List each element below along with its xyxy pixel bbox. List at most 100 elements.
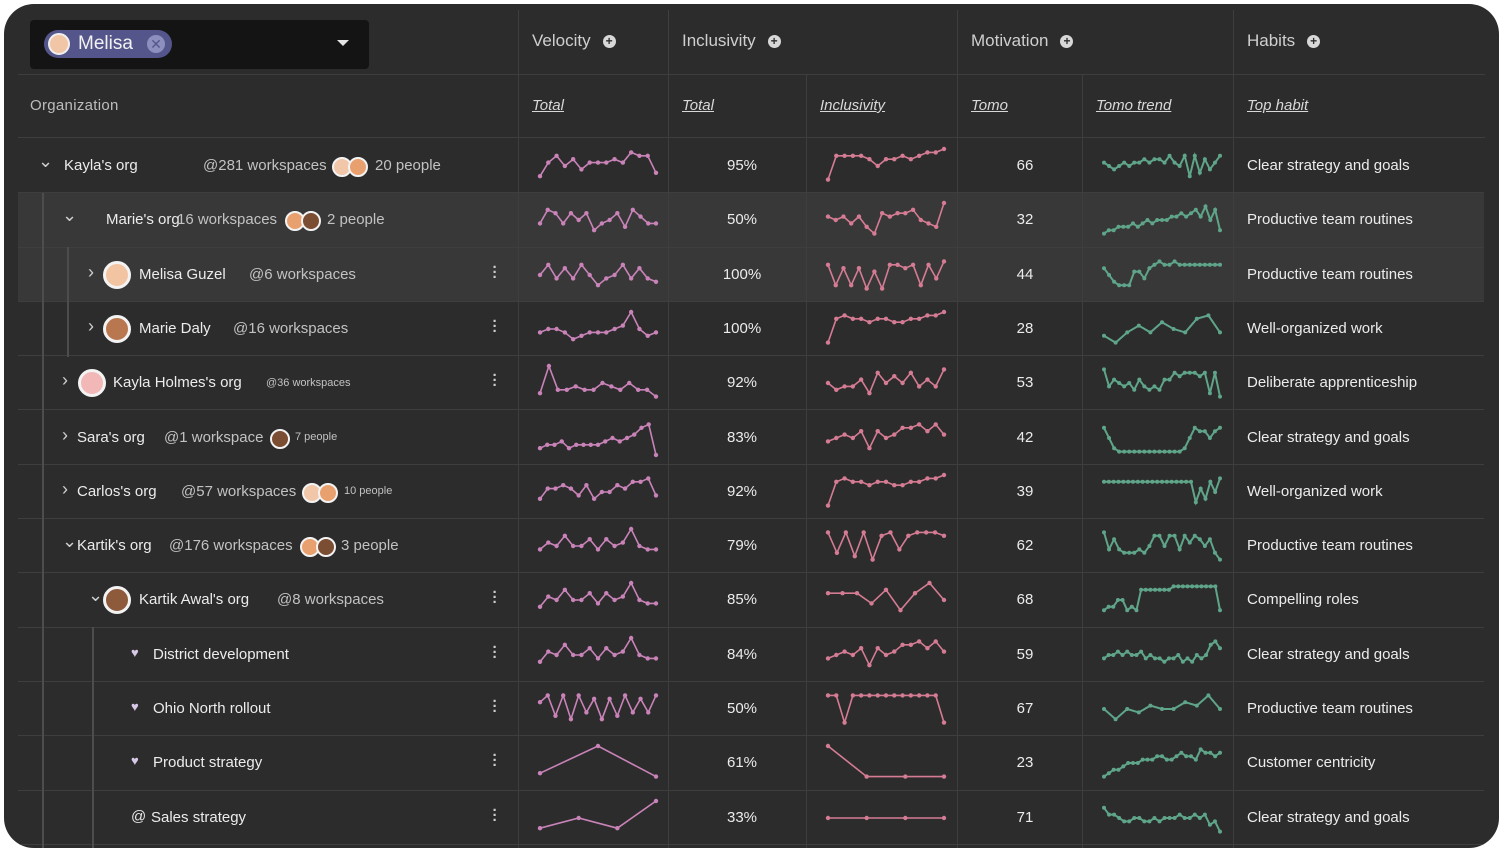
org-name[interactable]: Sara's org	[77, 428, 145, 446]
sort-tomo-trend[interactable]: Tomo trend	[1096, 97, 1172, 114]
more-options-icon[interactable]: · · ·	[492, 367, 498, 395]
sparkline-point	[1213, 489, 1218, 494]
org-name[interactable]: Sales strategy	[151, 808, 247, 826]
table-row[interactable]: › Melisa Guzel @6 workspaces · · · 100% 44 Produ…	[18, 247, 1484, 302]
org-name[interactable]: Kartik Awal's org	[139, 591, 250, 609]
table-row[interactable]: › Marie Daly @16 workspaces · · · 100% 28 Well-o…	[18, 302, 1484, 357]
plus-circle-icon[interactable]: +	[1060, 35, 1074, 48]
sort-tomo[interactable]: Tomo	[971, 97, 1008, 114]
table-row[interactable]: ⌄ Kartik's org @176 workspaces 3 people 79% 6…	[18, 519, 1484, 574]
sparkline-point	[912, 591, 918, 596]
sparkline-point	[537, 604, 543, 610]
sparkline-point	[1182, 370, 1187, 375]
sparkline-point	[635, 387, 641, 393]
org-name[interactable]: Kayla's org	[64, 157, 138, 174]
chevron-right-icon[interactable]: ›	[62, 424, 68, 445]
org-name[interactable]: Kartik's org	[77, 537, 152, 555]
sparkline-point	[825, 655, 831, 661]
plus-circle-icon[interactable]: +	[602, 35, 616, 48]
org-name[interactable]: Kayla Holmes's org	[113, 374, 242, 392]
chevron-down-icon[interactable]	[337, 40, 349, 46]
sparkline-point	[900, 693, 905, 698]
table-row[interactable]: ⌄ Marie's org 16 workspaces 2 people 50% 32 Pr…	[18, 193, 1484, 248]
table-row[interactable]: ♥ Ohio North rollout · · · 50% 67 Productive te…	[18, 682, 1484, 737]
chevron-right-icon[interactable]: ›	[62, 478, 68, 499]
more-options-icon[interactable]: · · ·	[492, 584, 498, 612]
org-name[interactable]: District development	[153, 645, 289, 663]
plus-circle-icon[interactable]: +	[1307, 35, 1321, 48]
table-row[interactable]: › Sara's org @1 workspace 7 people 83% 42 Clea…	[18, 411, 1484, 465]
sparkline-point	[1160, 218, 1164, 223]
sparkline-point	[1122, 449, 1127, 454]
sparkline-point	[1167, 153, 1172, 158]
sparkline-point	[1142, 275, 1147, 280]
org-name[interactable]: Marie Daly	[139, 319, 211, 337]
sort-inclusivity-total[interactable]: Total	[682, 97, 714, 114]
sparkline-point	[570, 336, 576, 342]
filter-chip[interactable]: Melisa ✕	[44, 30, 172, 58]
column-group-habits: Habits +	[1247, 31, 1321, 51]
chevron-right-icon[interactable]: ›	[62, 370, 68, 391]
table-row[interactable]: › Kayla Holmes's org @36 workspaces · · · 92% 5…	[18, 356, 1484, 411]
table-row[interactable]: › Carlos's org @57 workspaces 10 people 92% 3…	[18, 465, 1484, 520]
more-options-icon[interactable]: · · ·	[492, 693, 498, 720]
sparkline-point	[1212, 550, 1217, 555]
sparkline-point	[864, 774, 869, 780]
sparkline-point	[546, 262, 551, 267]
plus-circle-icon[interactable]: +	[767, 35, 781, 48]
sparkline-point	[561, 693, 566, 698]
chevron-down-icon[interactable]: ⌄	[38, 151, 54, 171]
table-row[interactable]: ♥ District development · · · 84% 59 Clear strat…	[18, 628, 1484, 682]
sort-velocity-total[interactable]: Total	[532, 97, 564, 114]
sparkline-point	[607, 218, 612, 223]
chevron-down-icon[interactable]: ⌄	[62, 205, 78, 226]
org-name[interactable]: Carlos's org	[77, 482, 157, 500]
sparkline-point	[852, 554, 857, 559]
divider	[18, 300, 1484, 302]
sparkline-point	[1192, 153, 1197, 158]
table-row[interactable]: @ Sales strategy · · · 33% 71 Clear strategy an…	[18, 791, 1484, 845]
person-filter-select[interactable]: Melisa ✕	[30, 20, 369, 69]
table-row[interactable]: ⌄ Kartik Awal's org @8 workspaces · · · 85% 68 C…	[18, 573, 1484, 628]
sparkline-point	[1127, 164, 1132, 168]
sparkline-point	[645, 547, 650, 552]
chevron-right-icon[interactable]: ›	[88, 315, 94, 336]
inclusivity-total-value: 100%	[722, 265, 762, 283]
sort-inclusivity[interactable]: Inclusivity	[820, 97, 886, 114]
sparkline-point	[1115, 649, 1120, 654]
more-options-icon[interactable]: · · ·	[492, 638, 498, 666]
sparkline-point	[916, 153, 922, 158]
sparkline-point	[867, 157, 872, 162]
sparkline-point	[612, 157, 617, 162]
people-avatars	[302, 482, 338, 503]
table-row[interactable]: ♥ Product strategy · · · 61% 23 Customer centri…	[18, 736, 1484, 791]
table-row[interactable]: ⌄ Kayla's org @281 workspaces 20 people 95% 6…	[18, 139, 1484, 194]
sort-top-habit[interactable]: Top habit	[1247, 97, 1309, 114]
sparkline-point	[1106, 771, 1111, 776]
chevron-right-icon[interactable]: ›	[88, 261, 94, 282]
sparkline-point	[637, 543, 642, 549]
sparkline-point	[1102, 479, 1106, 484]
org-name[interactable]: Ohio North rollout	[153, 700, 271, 717]
velocity-sparkline	[537, 744, 659, 780]
close-icon[interactable]: ✕	[147, 35, 165, 53]
more-options-icon[interactable]: · · ·	[492, 258, 498, 286]
org-name[interactable]: Product strategy	[153, 754, 263, 772]
chevron-down-icon[interactable]: ⌄	[88, 585, 104, 606]
sparkline-point	[1122, 550, 1127, 555]
sparkline-point	[653, 655, 659, 661]
sparkline-point	[570, 157, 576, 162]
org-name[interactable]: Marie's org	[106, 211, 180, 229]
sparkline-point	[834, 479, 839, 484]
heart-icon: ♥	[131, 644, 139, 660]
more-options-icon[interactable]: · · ·	[492, 801, 498, 829]
workspaces-count: @8 workspaces	[277, 591, 384, 609]
org-name[interactable]: Melisa Guzel	[139, 265, 226, 283]
heart-icon: ♥	[131, 753, 139, 769]
more-options-icon[interactable]: · · ·	[492, 747, 498, 775]
chevron-down-icon[interactable]: ⌄	[62, 531, 78, 552]
sparkline-point	[1148, 588, 1153, 593]
sparkline-point	[1197, 170, 1202, 175]
sparkline-point	[562, 265, 568, 270]
more-options-icon[interactable]: · · ·	[492, 312, 498, 340]
